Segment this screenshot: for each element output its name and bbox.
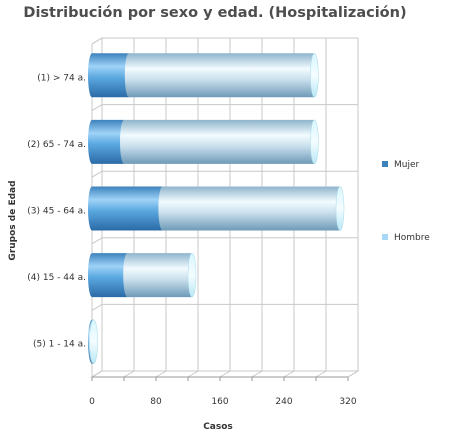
bar-end-cap xyxy=(335,186,345,231)
x-tick-label: 320 xyxy=(339,397,356,407)
category-separator xyxy=(91,370,103,378)
bar-segment xyxy=(88,253,132,298)
floor-gridline xyxy=(283,370,295,378)
y-tick-label: (4) 15 - 44 a. xyxy=(27,273,86,283)
category-separator xyxy=(91,237,103,245)
chart-title: Distribución por sexo y edad. (Hospitali… xyxy=(23,5,407,21)
floor-gridline xyxy=(219,370,231,378)
x-tick-label: 240 xyxy=(275,397,292,407)
y-tick-label: (2) 65 - 74 a. xyxy=(27,140,86,150)
bar-end-cap xyxy=(187,252,197,298)
bar-segment xyxy=(88,119,128,164)
y-axis-title: Grupos de Edad xyxy=(8,180,18,260)
bar-segment xyxy=(158,186,344,231)
bar-segment xyxy=(88,53,133,98)
legend-swatch xyxy=(382,234,388,240)
bar-end-cap xyxy=(89,319,98,364)
category-separator xyxy=(91,37,103,45)
floor-gridline xyxy=(123,370,135,378)
category-separator xyxy=(91,170,103,178)
floor-gridline xyxy=(155,370,167,378)
bar-segment xyxy=(123,253,196,298)
y-tick-label: (1) > 74 a. xyxy=(37,73,86,83)
legend-label: Hombre xyxy=(394,233,430,243)
floor-gridline xyxy=(347,370,359,378)
y-tick-label: (3) 45 - 64 a. xyxy=(27,207,86,217)
bar-segment xyxy=(124,53,319,98)
x-tick-label: 80 xyxy=(150,397,162,407)
y-tick-label: (5) 1 - 14 a. xyxy=(33,340,86,350)
floor-gridline xyxy=(315,370,327,378)
bar-end-cap xyxy=(310,119,319,165)
x-tick-label: 0 xyxy=(89,397,95,407)
bar-segment xyxy=(120,119,319,164)
category-separator xyxy=(91,104,103,112)
x-axis-title: Casos xyxy=(203,422,233,432)
legend-label: Mujer xyxy=(394,160,420,170)
bar-segment xyxy=(88,186,167,231)
category-separator xyxy=(91,303,103,311)
x-tick-label: 160 xyxy=(211,397,228,407)
legend-swatch xyxy=(382,161,388,167)
bar-end-cap xyxy=(310,53,319,98)
floor-gridline xyxy=(251,370,263,378)
floor-gridline xyxy=(187,370,199,378)
